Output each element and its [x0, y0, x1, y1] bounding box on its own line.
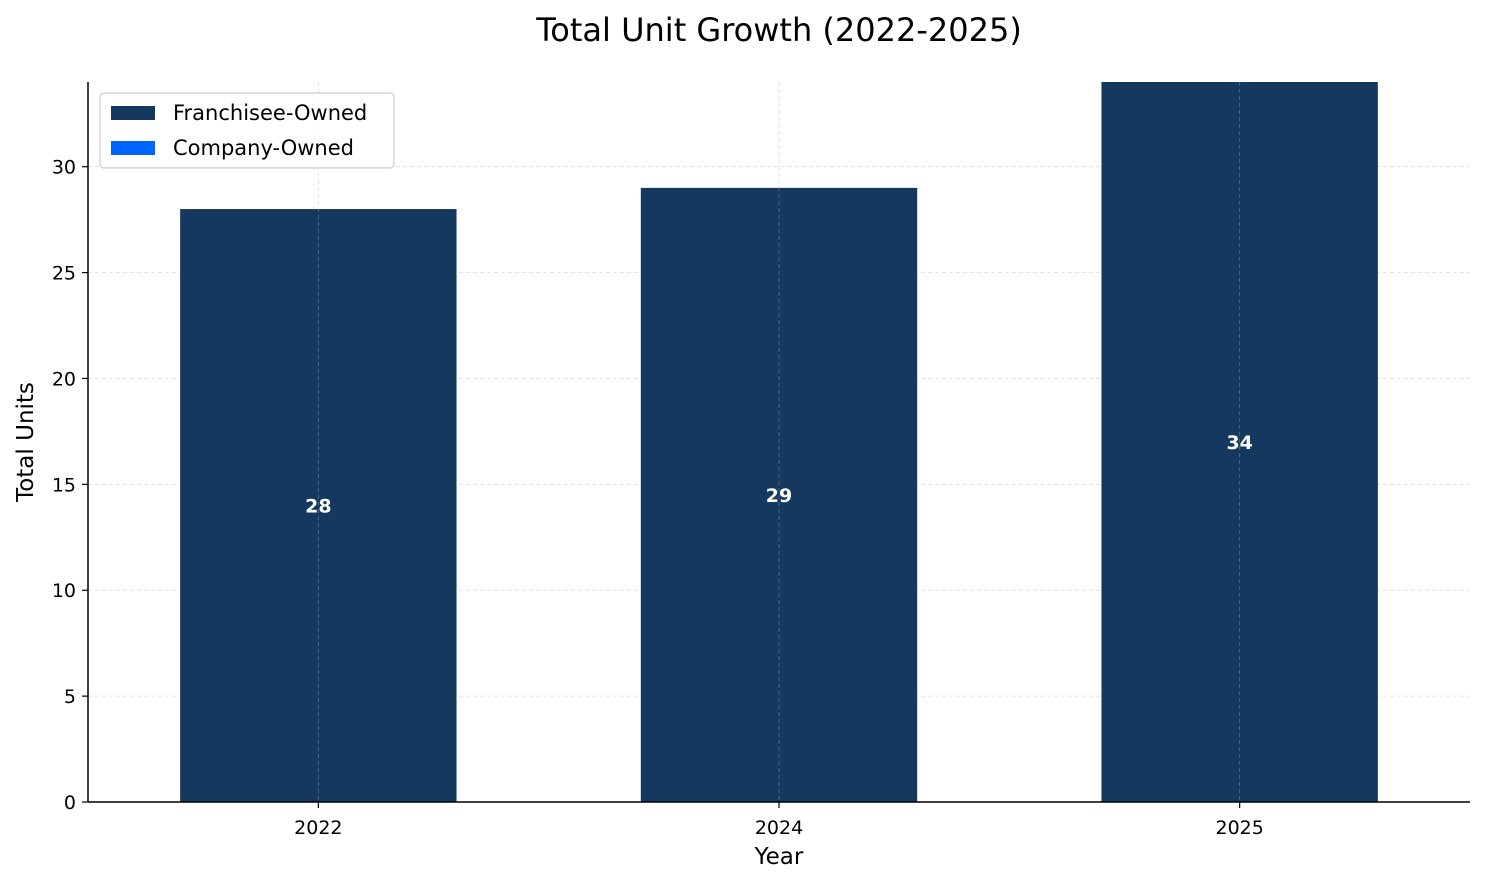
- legend-swatch-franchisee-owned: [111, 106, 155, 120]
- data-label-2024: 29: [766, 485, 792, 507]
- y-tick-label: 20: [52, 368, 76, 390]
- y-tick-label: 25: [52, 263, 76, 285]
- chart-title: Total Unit Growth (2022-2025): [535, 11, 1022, 49]
- y-tick-label: 10: [52, 580, 76, 602]
- y-tick-label: 30: [52, 157, 76, 179]
- legend-label-franchisee-owned: Franchisee-Owned: [173, 101, 367, 125]
- data-labels: 28 29 34: [305, 432, 1253, 518]
- grid-lines-overlay: [317, 82, 1241, 802]
- x-tick-label: 2024: [755, 817, 803, 839]
- legend-label-company-owned: Company-Owned: [173, 136, 354, 160]
- x-tick-label: 2022: [294, 817, 342, 839]
- x-tick-label: 2025: [1215, 817, 1263, 839]
- bars: [180, 82, 1378, 803]
- bar-franchisee-owned-2022: [180, 209, 457, 802]
- y-ticks: 0 5 10 15 20 25 30: [52, 157, 88, 814]
- data-label-2022: 28: [305, 496, 331, 518]
- y-tick-label: 0: [64, 792, 76, 814]
- bar-franchisee-owned-2025: [1101, 82, 1378, 802]
- x-ticks: 2022 2024 2025: [294, 802, 1264, 839]
- bar-franchisee-owned-2024: [640, 187, 918, 803]
- y-tick-label: 5: [64, 686, 76, 708]
- y-axis-label: Total Units: [13, 382, 39, 503]
- legend: Franchisee-Owned Company-Owned: [99, 92, 395, 169]
- legend-swatch-company-owned: [111, 141, 155, 155]
- data-label-2025: 34: [1226, 432, 1252, 454]
- legend-box: [99, 92, 395, 169]
- x-axis-label: Year: [754, 844, 804, 870]
- y-tick-label: 15: [52, 474, 76, 496]
